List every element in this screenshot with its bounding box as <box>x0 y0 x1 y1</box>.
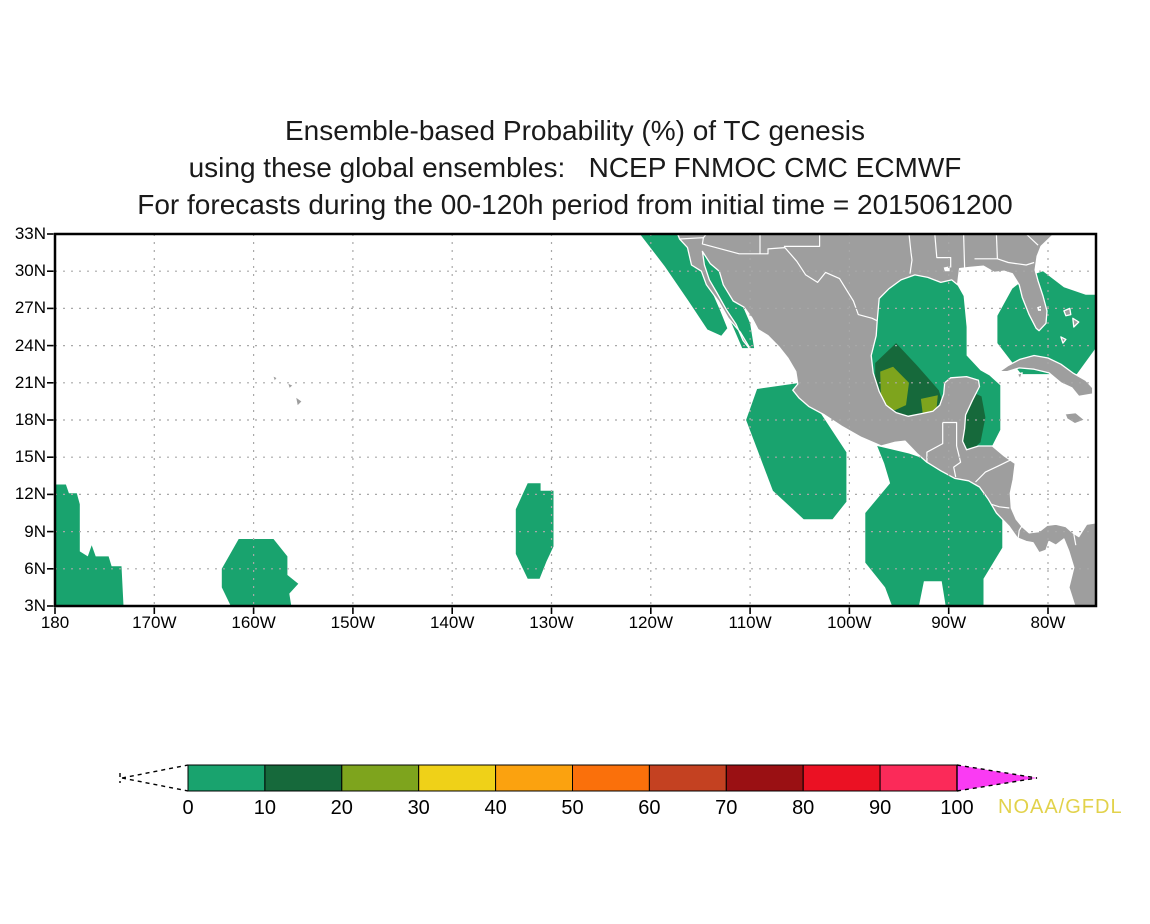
colorbar-segment-70-80 <box>725 764 804 792</box>
border-panama-colombia-border <box>1073 533 1077 546</box>
probability-region-10-dateline-blob <box>55 484 124 606</box>
map-frame <box>53 232 1098 608</box>
border-guatemala-belize-border <box>942 421 958 446</box>
colorbar-segment-60-70 <box>648 764 727 792</box>
landmass-jamaica <box>1064 411 1086 425</box>
probability-colorbar <box>119 764 1038 792</box>
probability-region-10-central-pacific-blob <box>221 539 299 606</box>
colorbar-label-0: 0 <box>182 797 194 819</box>
map-plot-area <box>47 232 1098 614</box>
y-axis-label-21N: 21N <box>14 372 46 392</box>
plot-title-line-1: Ensemble-based Probability (%) of TC gen… <box>285 115 865 146</box>
y-axis-label-27N: 27N <box>14 298 46 318</box>
colorbar-segment-20-30 <box>341 764 420 792</box>
x-axis-label-80W: 80W <box>1030 613 1066 632</box>
border-ga-sc-border <box>1025 233 1039 246</box>
landmass-cuba <box>998 354 1094 398</box>
colorbar-segment-30-40 <box>418 764 497 792</box>
border-tx-la-border <box>908 233 913 274</box>
probability-region-10-east-pacific-130w-blob <box>515 483 554 579</box>
x-axis-label-130W: 130W <box>529 613 574 632</box>
border-al-ga-border <box>995 233 998 259</box>
border-nicaragua-costarica-border <box>991 503 1010 509</box>
probability-region-10-baja-pacific-blob <box>639 234 728 336</box>
y-axis-label-6N: 6N <box>24 558 46 578</box>
y-axis-label-33N: 33N <box>14 224 46 243</box>
y-axis-label-30N: 30N <box>14 261 46 281</box>
landmass-bahama-3 <box>1060 336 1067 344</box>
x-axis-label-180: 180 <box>40 613 70 632</box>
x-axis-label-140W: 140W <box>429 613 475 632</box>
colorbar-segment-90-100 <box>879 764 958 792</box>
y-axis-label-15N: 15N <box>14 447 46 467</box>
y-axis-label-24N: 24N <box>14 335 46 355</box>
colorbar-overflow-edge-top <box>956 764 1038 779</box>
credit-text: NOAA/GFDL <box>998 796 1123 818</box>
landmass-north-central-america <box>676 233 1097 607</box>
colorbar-segment-10-20 <box>264 764 343 792</box>
colorbar-label-20: 20 <box>330 797 353 819</box>
y-axis-label-18N: 18N <box>14 410 46 429</box>
y-axis-label-3N: 3N <box>24 596 46 615</box>
border-mexico-guatemala-border <box>926 422 944 463</box>
x-axis-label-100W: 100W <box>827 613 872 632</box>
colorbar-label-40: 40 <box>484 797 507 819</box>
colorbar-label-100: 100 <box>940 797 974 819</box>
probability-region-10-pacific-central-america-blob <box>865 446 1003 606</box>
landmass-bahama-1 <box>1063 307 1072 317</box>
colorbar-label-50: 50 <box>561 797 584 819</box>
probability-region-10-gulf-of-california-blob <box>700 248 755 349</box>
x-axis-label-150W: 150W <box>330 613 376 632</box>
border-costarica-panama-border <box>1017 525 1023 538</box>
colorbar-label-30: 30 <box>407 797 430 819</box>
border-fl-north-border <box>974 258 1035 266</box>
x-axis-label-160W: 160W <box>231 613 276 632</box>
colorbar-underflow-edge-top <box>121 764 189 779</box>
x-axis-label-120W: 120W <box>628 613 673 632</box>
colorbar-label-70: 70 <box>715 797 738 819</box>
border-us-mexico-border <box>679 237 878 322</box>
colorbar-underflow-edge-bottom <box>121 777 189 792</box>
colorbar-overflow-edge-bottom <box>956 777 1038 792</box>
x-axis-label-110W: 110W <box>728 613 772 632</box>
y-axis-label-9N: 9N <box>24 521 46 541</box>
landmass-hawaii-2 <box>286 382 294 390</box>
plot-title-line-3: For forecasts during the 00-120h period … <box>137 189 1013 220</box>
colorbar-segment-80-90 <box>802 764 881 792</box>
border-honduras-nicaragua-border <box>975 456 1017 483</box>
x-axis-label-170W: 170W <box>132 613 177 632</box>
landmass-bahama-2 <box>1072 317 1080 328</box>
border-nm-tx-border <box>783 234 821 247</box>
border-ms-al-border <box>963 233 966 268</box>
colorbar-label-80: 80 <box>792 797 815 819</box>
probability-region-30-campeche-inner-patch <box>880 366 909 411</box>
colorbar-label-60: 60 <box>638 797 661 819</box>
border-la-ms-border <box>934 233 952 268</box>
landmass-hawaii-3 <box>294 395 303 408</box>
plot-title-line-2: using these global ensembles: NCEP FNMOC… <box>188 152 962 183</box>
border-guatemala-honduras-border <box>953 445 962 478</box>
colorbar-segment-50-60 <box>572 764 650 792</box>
colorbar-segment-0-10 <box>187 764 266 792</box>
colorbar-label-90: 90 <box>868 797 892 819</box>
colorbar-label-10: 10 <box>253 797 277 819</box>
landmass-isla-juventud <box>1016 372 1023 380</box>
x-axis-label-90W: 90W <box>931 613 967 632</box>
colorbar-segment-40-50 <box>495 764 574 792</box>
probability-region-10-pacific-sw-mexico-blob <box>746 382 847 520</box>
colorbar-overflow-arrow <box>957 765 1037 791</box>
y-axis-label-12N: 12N <box>14 484 46 504</box>
plot-title-block: Ensemble-based Probability (%) of TC gen… <box>0 112 1150 223</box>
landmass-hawaii-1 <box>271 374 279 383</box>
